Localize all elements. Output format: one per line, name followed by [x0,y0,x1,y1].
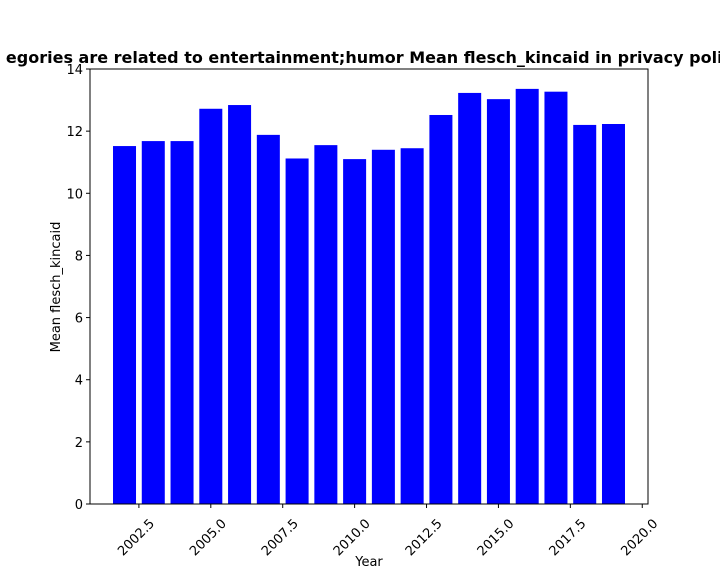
bar-2013 [429,114,453,504]
x-tick-label: 2015.0 [475,516,518,559]
bar-2009 [314,145,338,504]
y-tick-label: 14 [66,63,83,78]
bar-2011 [371,149,395,505]
chart-title: egories are related to entertainment;hum… [6,48,720,67]
bar-2003 [141,141,165,505]
bar-2014 [458,92,482,505]
y-tick-label: 10 [66,187,83,202]
y-tick-label: 0 [75,498,83,513]
bar-2019 [601,123,625,504]
bar-2017 [544,91,568,505]
y-tick-label: 2 [75,436,83,451]
bar-2002 [113,146,137,505]
plot-frame [89,68,649,505]
bar-2015 [486,99,510,504]
y-axis-label: Mean flesch_kincaid [49,222,64,353]
bar-2006 [228,105,252,505]
x-tick-label: 2005.0 [187,516,230,559]
x-tick-label: 2010.0 [331,516,374,559]
bars-group [113,88,625,505]
bar-2008 [285,158,309,504]
x-tick-label: 2012.5 [403,516,446,559]
x-axis-label: Year [354,555,383,570]
bar-2007 [256,134,280,504]
y-tick-label: 12 [66,125,83,140]
y-axis-ticks: 0 2 4 6 8 10 12 14 [66,63,90,513]
x-tick-label: 2017.5 [547,516,590,559]
bar-2005 [199,108,223,505]
x-tick-label: 2020.0 [619,516,662,559]
x-axis-ticks: 2002.5 2005.0 2007.5 2010.0 2012.5 2015.0 2017… [115,504,661,559]
x-tick-label: 2002.5 [115,516,158,559]
bar-2010 [343,159,367,504]
y-tick-label: 4 [75,374,83,389]
bar-2016 [515,88,539,504]
bar-2012 [400,148,424,504]
bar-2018 [573,124,597,504]
y-tick-label: 8 [75,249,83,264]
y-tick-label: 6 [75,312,83,327]
bar-2004 [170,141,194,505]
x-tick-label: 2007.5 [259,516,302,559]
